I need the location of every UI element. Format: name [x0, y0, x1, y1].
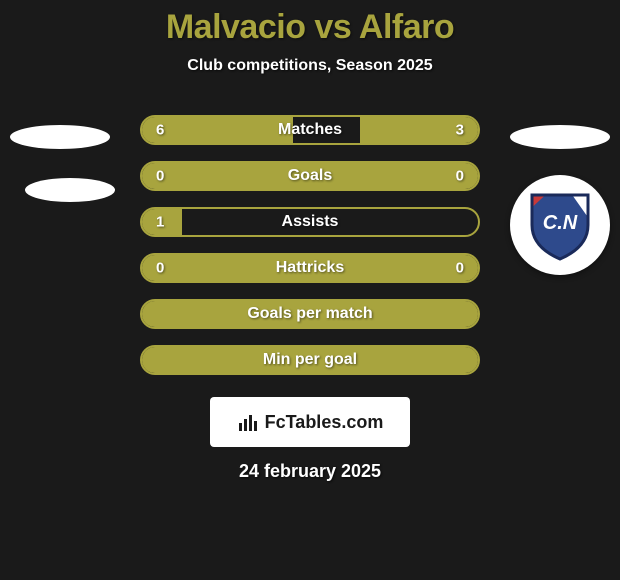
stat-value-left: 0: [156, 168, 164, 185]
club-initials: C.N: [543, 212, 578, 234]
page-subtitle: Club competitions, Season 2025: [187, 57, 432, 75]
date-label: 24 february 2025: [239, 461, 381, 482]
player-logo-right-1: [510, 125, 610, 149]
stat-label: Goals per match: [247, 305, 372, 323]
stat-value-left: 6: [156, 122, 164, 139]
stat-value-right: 0: [456, 168, 464, 185]
shield-icon: C.N: [528, 189, 592, 261]
page-title: Malvacio vs Alfaro: [166, 8, 454, 47]
attribution-badge: FcTables.com: [210, 397, 410, 447]
stat-label: Goals: [288, 167, 332, 185]
stat-value-left: 0: [156, 260, 164, 277]
player-logo-left-2: [25, 178, 115, 202]
stat-value-right: 0: [456, 260, 464, 277]
stat-label: Hattricks: [276, 259, 344, 277]
stat-row: 0 0 Hattricks: [140, 253, 480, 283]
stat-value-right: 3: [456, 122, 464, 139]
chart-icon: [237, 411, 259, 433]
stat-label: Min per goal: [263, 351, 357, 369]
player-logo-left-1: [10, 125, 110, 149]
stats-area: 6 3 Matches 0 0 Goals 1 Assists 0 0 Hattricks Goals…: [140, 115, 480, 391]
stat-label: Matches: [278, 121, 342, 139]
club-logo: C.N: [510, 175, 610, 275]
stat-row: 0 0 Goals: [140, 161, 480, 191]
stat-row: Goals per match: [140, 299, 480, 329]
stat-fill-left: [142, 117, 293, 143]
stat-label: Assists: [282, 213, 339, 231]
stat-row: Min per goal: [140, 345, 480, 375]
stat-value-left: 1: [156, 214, 164, 231]
stat-row: 6 3 Matches: [140, 115, 480, 145]
stat-row: 1 Assists: [140, 207, 480, 237]
attribution-text: FcTables.com: [265, 412, 384, 433]
